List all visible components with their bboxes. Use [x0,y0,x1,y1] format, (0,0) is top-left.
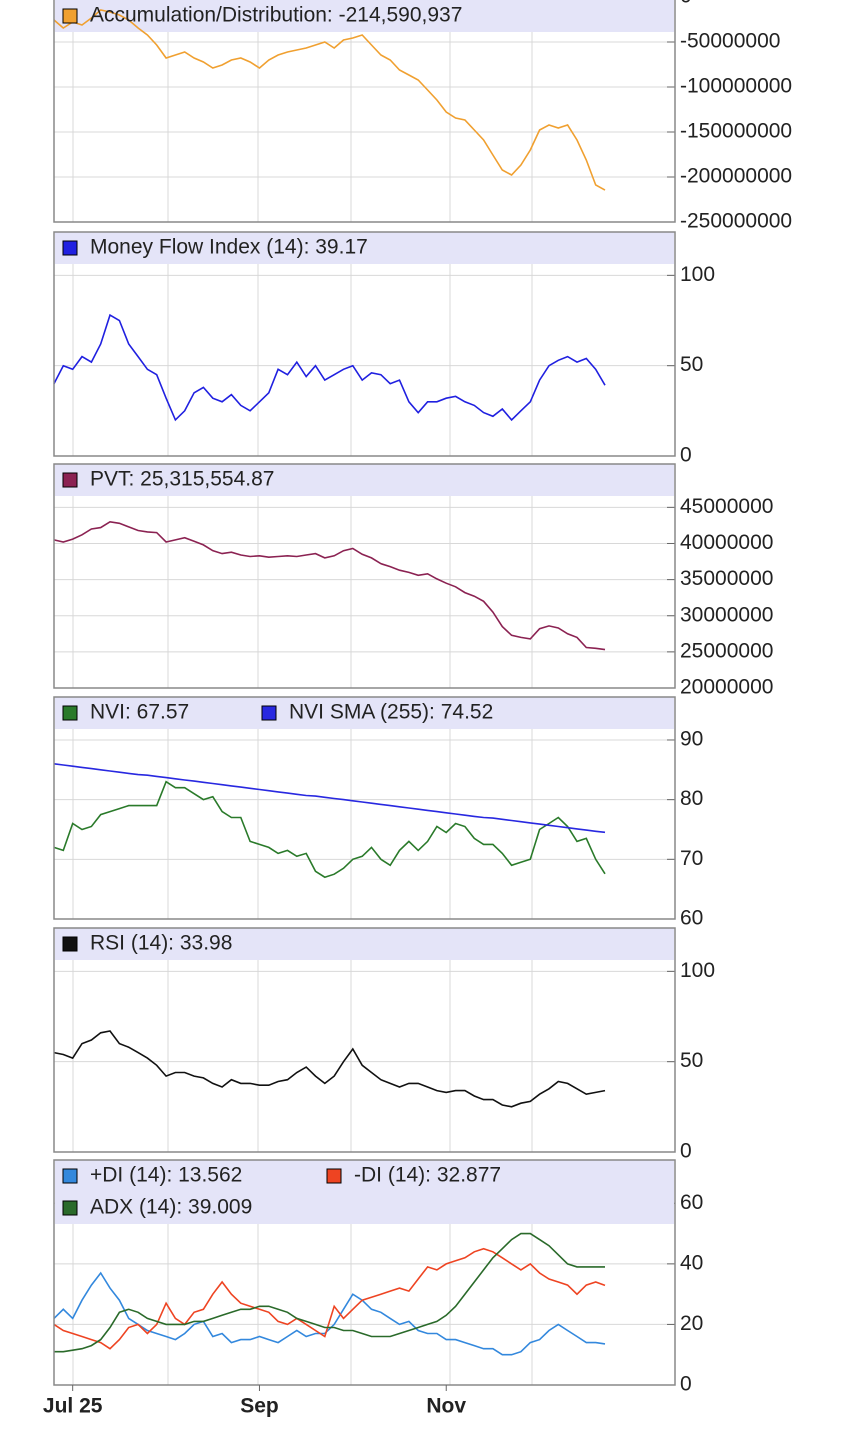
y-tick-label: 50 [680,1049,703,1072]
series-line [53,9,606,191]
series-line [53,1247,606,1350]
y-tick-label: 40 [680,1251,703,1274]
series-line [53,1271,606,1356]
legend-band [55,928,674,960]
series-line [53,520,606,651]
panel-border [53,0,676,223]
legend-swatch [62,8,78,24]
y-tick-label: 20000000 [680,676,773,699]
y-tick-label: 100 [680,263,715,286]
legend-swatch [62,240,78,256]
series-line [53,780,606,879]
legend-label: Money Flow Index (14): 39.17 [90,236,368,259]
legend-label: ADX (14): 39.009 [90,1196,252,1219]
legend-band [55,1160,674,1224]
y-tick-label: 0 [680,444,692,467]
y-tick-label: 25000000 [680,639,773,662]
y-tick-label: 40000000 [680,531,773,554]
legend-band [55,464,674,496]
panel-border [53,1159,676,1386]
y-tick-label: 70 [680,847,703,870]
legend-band [55,697,674,729]
legend-band [55,0,674,32]
y-tick-label: -250000000 [680,210,792,233]
legend-label: NVI SMA (255): 74.52 [289,701,493,724]
panel [54,232,675,456]
legend-label: PVT: 25,315,554.87 [90,468,274,491]
series-line [53,313,606,422]
y-tick-label: -150000000 [680,120,792,143]
series-line [53,1030,606,1108]
y-tick-label: 45000000 [680,495,773,518]
panel [54,464,675,688]
y-tick-label: -100000000 [680,75,792,98]
y-tick-label: 60 [680,1191,703,1214]
panel [54,0,675,222]
y-tick-label: -50000000 [680,30,780,53]
series-line [54,1232,605,1353]
panel-border [53,696,676,920]
x-tick-label: Jul 25 [43,1395,103,1418]
y-tick-label: 50 [680,353,703,376]
y-tick-label: 0 [680,1140,692,1163]
x-tick-label: Sep [240,1395,279,1418]
y-tick-label: 100 [680,959,715,982]
y-tick-label: 30000000 [680,603,773,626]
y-tick-label: -200000000 [680,165,792,188]
legend-label: -DI (14): 32.877 [354,1164,501,1187]
y-tick-label: 60 [680,907,703,930]
legend-swatch [62,1200,78,1216]
legend-label: NVI: 67.57 [90,701,189,724]
legend-band [55,232,674,264]
series-line [53,763,606,834]
panel-border [53,463,676,689]
panel-border [53,927,676,1153]
legend-swatch [62,705,78,721]
y-tick-label: 80 [680,787,703,810]
legend-swatch [62,472,78,488]
legend-swatch [62,936,78,952]
y-tick-label: 90 [680,728,703,751]
panel [54,697,675,919]
panel-border [53,231,676,457]
legend-swatch [62,1168,78,1184]
x-tick-label: Nov [426,1395,466,1418]
y-tick-label: 20 [680,1312,703,1335]
y-tick-label: 35000000 [680,567,773,590]
legend-swatch [261,705,277,721]
y-tick-label: 0 [680,1373,692,1396]
legend-label: Accumulation/Distribution: -214,590,937 [90,4,462,27]
legend-swatch [326,1168,342,1184]
y-tick-label: 0 [680,0,692,8]
legend-label: +DI (14): 13.562 [90,1164,242,1187]
legend-label: RSI (14): 33.98 [90,932,232,955]
panel [54,928,675,1152]
